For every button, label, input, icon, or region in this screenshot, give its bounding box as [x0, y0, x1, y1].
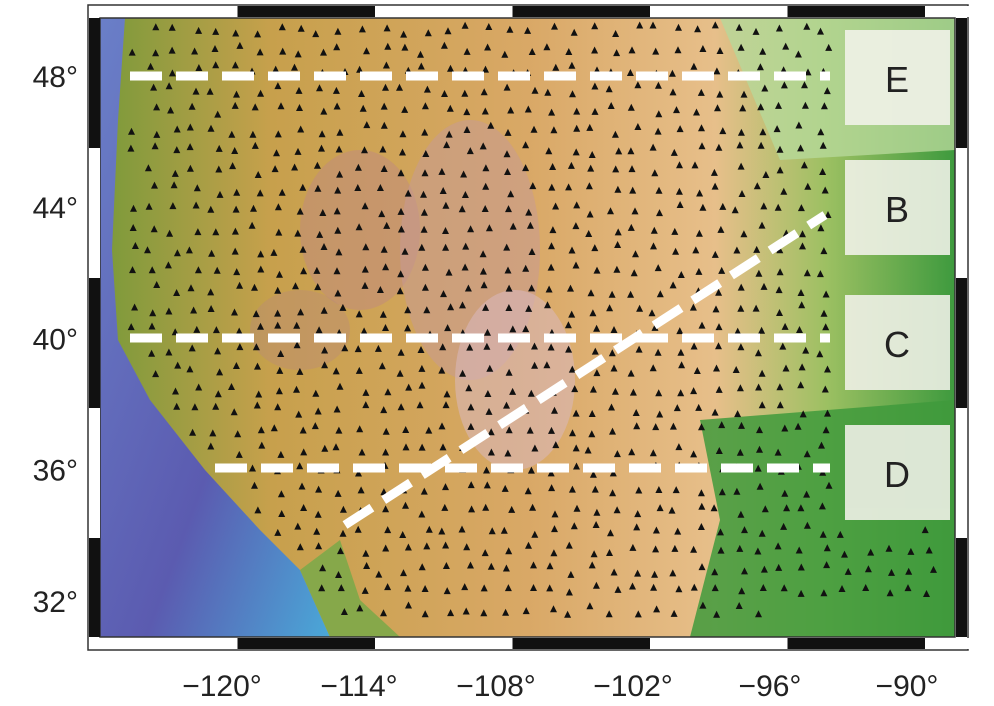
- frame-segment: [238, 638, 376, 649]
- frame-segment: [925, 6, 994, 17]
- frame-segment: [375, 6, 513, 17]
- x-tick-label: −102°: [593, 670, 673, 703]
- frame-segment: [788, 638, 926, 649]
- frame-segment: [89, 408, 100, 538]
- profile-label: E: [885, 59, 909, 100]
- y-tick-label: 40°: [33, 323, 78, 356]
- profile-label: D: [884, 454, 910, 495]
- frame-segment: [650, 6, 788, 17]
- y-tick-label: 48°: [33, 61, 78, 94]
- frame-segment: [788, 6, 926, 17]
- highland: [250, 290, 350, 370]
- x-tick-label: −120°: [182, 670, 262, 703]
- y-tick-label: 44°: [33, 192, 78, 225]
- frame-segment: [956, 278, 967, 408]
- x-tick-label: −96°: [739, 670, 802, 703]
- x-tick-label: −108°: [456, 670, 536, 703]
- frame-segment: [650, 638, 788, 649]
- y-tick-label: 36°: [33, 455, 78, 488]
- x-tick-label: −90°: [876, 670, 939, 703]
- frame-segment: [375, 638, 513, 649]
- frame-segment: [100, 638, 238, 649]
- frame-segment: [238, 6, 376, 17]
- frame-segment: [956, 408, 967, 538]
- frame-segment: [100, 6, 238, 17]
- frame-segment: [89, 538, 100, 637]
- frame-segment: [89, 148, 100, 278]
- profile-label: B: [885, 189, 909, 230]
- frame-segment: [956, 18, 967, 148]
- map-figure: E B C D −120° −114° −108° −102° −96° −90° 48° 4…: [0, 0, 994, 706]
- frame-segment: [89, 278, 100, 408]
- frame-segment: [89, 18, 100, 148]
- frame-segment: [956, 538, 967, 637]
- frame-segment: [925, 638, 994, 649]
- profile-label: C: [884, 324, 910, 365]
- frame-segment: [513, 6, 651, 17]
- frame-segment: [956, 148, 967, 278]
- frame-segment: [513, 638, 651, 649]
- map-area: E B C D: [100, 18, 955, 637]
- x-tick-label: −114°: [320, 670, 397, 703]
- y-tick-label: 32°: [33, 586, 78, 619]
